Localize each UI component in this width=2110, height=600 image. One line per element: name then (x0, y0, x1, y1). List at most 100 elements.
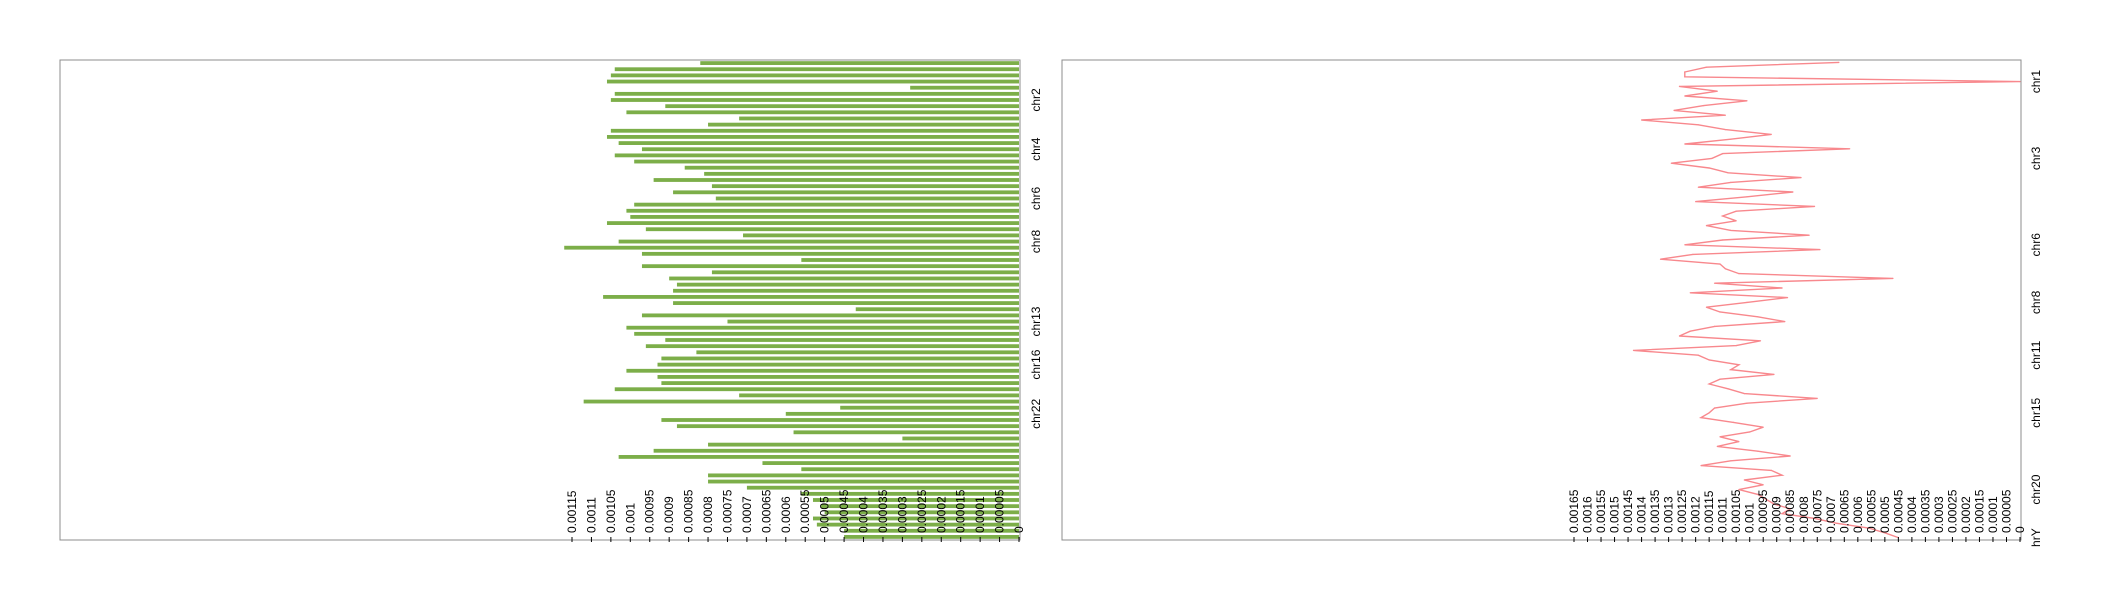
bar-plot-frame (59, 59, 1021, 541)
category-label: chr6 (2029, 233, 2043, 257)
tick-label: 0.00095 (643, 489, 657, 533)
tick-label: 0.00075 (1810, 489, 1824, 533)
tick-label: 0.00065 (1837, 489, 1851, 533)
data-point (1632, 349, 1635, 351)
bar (704, 171, 1019, 176)
data-point (1719, 263, 1721, 265)
data-point (1724, 129, 1726, 131)
bar (603, 295, 1019, 299)
data-point (1684, 71, 1686, 73)
data-point (1749, 431, 1751, 433)
data-point (1724, 268, 1726, 270)
data-point (1697, 354, 1699, 356)
data-point (1746, 402, 1748, 404)
data-point (1770, 469, 1772, 471)
data-point (1684, 244, 1686, 246)
category-label: chr22 (1029, 399, 1043, 429)
data-point (1735, 210, 1737, 212)
data-point (1697, 186, 1699, 188)
bar (812, 498, 1019, 502)
bar (844, 528, 1019, 533)
tick-label: 0.0007 (1824, 496, 1838, 533)
bar (606, 79, 1019, 84)
bar (610, 98, 1019, 102)
data-point (1684, 143, 1686, 145)
bar (700, 61, 1019, 65)
data-point (1773, 373, 1775, 375)
data-point (1722, 153, 1724, 155)
bar (583, 399, 1019, 404)
bar (727, 319, 1019, 324)
data-point (1813, 517, 1816, 520)
bar (715, 196, 1019, 201)
tick-label: 0.0006 (779, 496, 793, 533)
category-label: chr13 (1029, 306, 1043, 336)
data-point (1868, 527, 1870, 529)
bar (820, 504, 1019, 509)
data-point (1727, 172, 1729, 174)
data-point (1819, 249, 1821, 251)
data-point (1738, 441, 1740, 443)
data-point (1705, 306, 1708, 308)
tick-label: 0.0004 (1905, 496, 1919, 533)
data-point (1727, 388, 1729, 390)
data-point (1835, 522, 1837, 524)
tick-label: 0.00085 (682, 489, 696, 533)
tick-label: 0.0016 (1581, 496, 1595, 533)
tick-label: 0.00025 (1945, 489, 1959, 533)
bar (665, 104, 1019, 109)
data-point (1700, 465, 1702, 467)
data-point (1711, 157, 1713, 159)
data-point (1792, 191, 1794, 193)
category-label: chr2 (1029, 88, 1043, 112)
data-point (1705, 225, 1708, 227)
bar (793, 430, 1019, 435)
tick-label: 0.00045 (1891, 489, 1905, 533)
bar (673, 190, 1019, 195)
data-point (1816, 397, 1818, 399)
bar (743, 233, 1019, 238)
data-point (1746, 196, 1748, 198)
tick-label: 0.0007 (740, 496, 754, 533)
data-point (1724, 114, 1726, 116)
category-label: chr1 (2029, 70, 2043, 94)
bar (910, 85, 1019, 90)
tick-label: 0.00025 (915, 489, 929, 533)
tick-label: 0.0009 (662, 496, 676, 533)
data-point (1770, 133, 1772, 135)
data-point (1730, 460, 1732, 462)
data-point (1708, 383, 1710, 385)
bar (618, 141, 1019, 145)
bar (614, 91, 1019, 96)
bar (816, 522, 1019, 527)
bar (606, 221, 1019, 225)
bar (673, 288, 1019, 293)
bar (746, 485, 1019, 490)
tick-label: 0.0005 (818, 496, 832, 533)
tick-label: 0.00115 (1702, 490, 1716, 533)
data-point (1719, 378, 1721, 380)
bar (657, 375, 1019, 379)
tick-label: 0.00015 (954, 489, 968, 533)
bar (840, 405, 1019, 410)
data-point (1713, 325, 1716, 327)
data-point (1762, 484, 1764, 486)
tick-label: 0.00005 (993, 489, 1007, 533)
data-point (1838, 61, 1840, 64)
tick-label: 0.0015 (1608, 496, 1622, 533)
bar (902, 436, 1019, 441)
tick-label: 0.0012 (1689, 496, 1703, 533)
tick-label: 0.00105 (1729, 489, 1743, 533)
category-label: chr15 (2029, 397, 2043, 427)
bar (641, 147, 1019, 152)
data-point (1762, 426, 1764, 428)
bar (610, 73, 1019, 78)
data-point (1719, 311, 1721, 313)
data-point (1730, 138, 1732, 140)
bar (653, 178, 1019, 182)
data-point (1735, 345, 1737, 347)
category-label: hrY (2029, 528, 2043, 547)
bar (844, 535, 1019, 539)
bar (801, 467, 1019, 472)
data-point (1786, 297, 1789, 299)
